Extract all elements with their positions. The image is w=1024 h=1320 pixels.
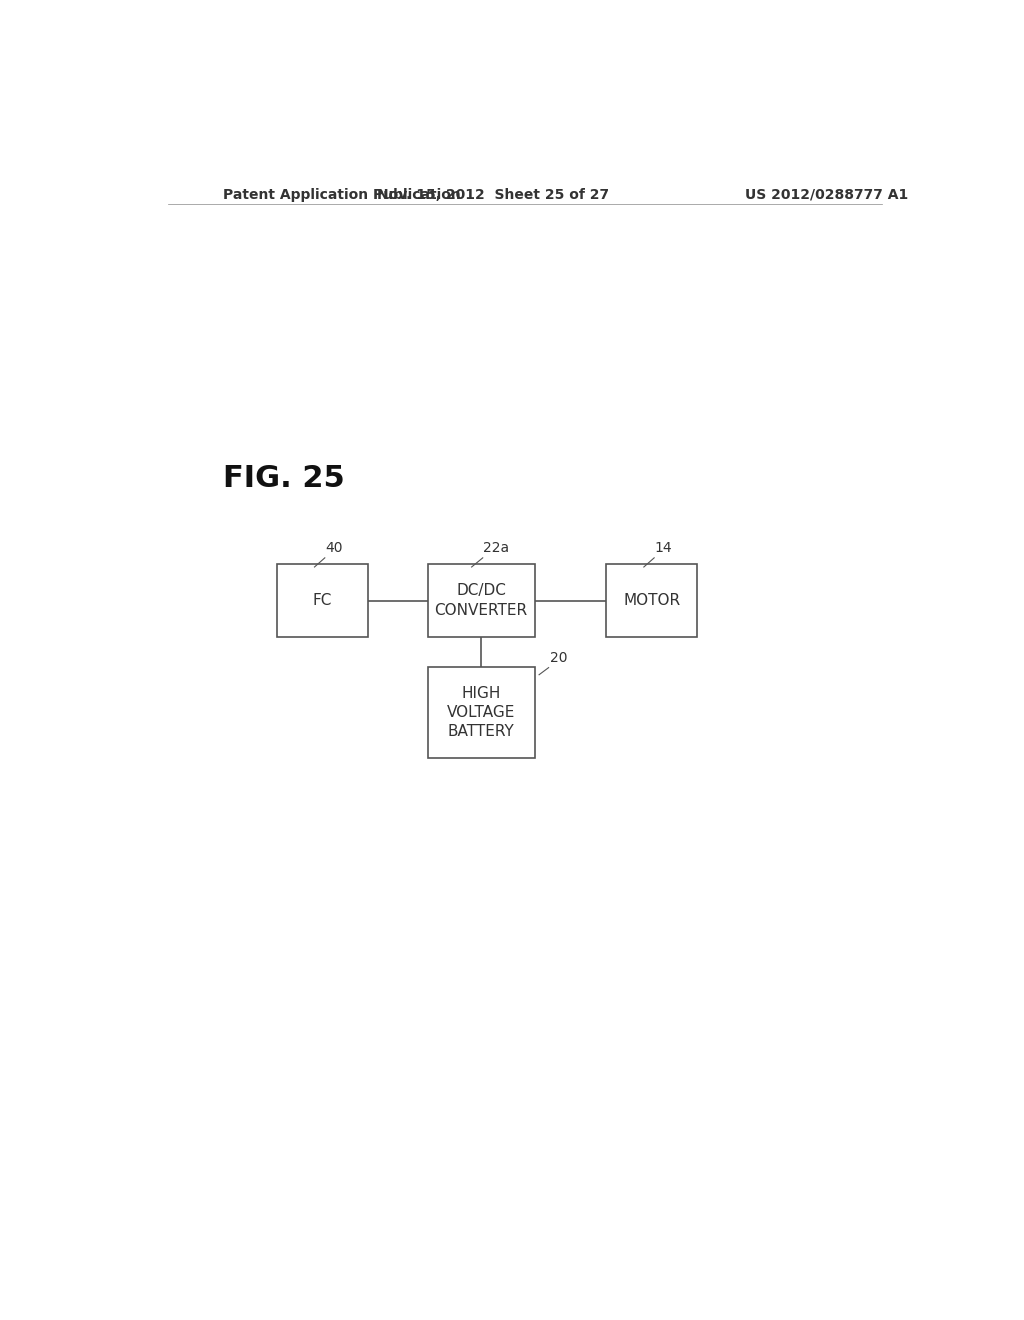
Text: FC: FC <box>312 593 332 609</box>
Bar <box>606 564 697 638</box>
Text: 40: 40 <box>325 541 342 554</box>
Text: US 2012/0288777 A1: US 2012/0288777 A1 <box>744 187 908 202</box>
Bar <box>428 667 535 758</box>
Bar <box>428 564 535 638</box>
Text: 14: 14 <box>654 541 672 554</box>
Text: FIG. 25: FIG. 25 <box>223 465 345 494</box>
Bar <box>276 564 368 638</box>
Text: Patent Application Publication: Patent Application Publication <box>223 187 461 202</box>
Text: Nov. 15, 2012  Sheet 25 of 27: Nov. 15, 2012 Sheet 25 of 27 <box>377 187 609 202</box>
Text: HIGH
VOLTAGE
BATTERY: HIGH VOLTAGE BATTERY <box>446 685 515 739</box>
Text: DC/DC
CONVERTER: DC/DC CONVERTER <box>434 583 527 618</box>
Text: 22a: 22a <box>482 541 509 554</box>
Text: MOTOR: MOTOR <box>624 593 680 609</box>
Text: 20: 20 <box>550 651 567 664</box>
